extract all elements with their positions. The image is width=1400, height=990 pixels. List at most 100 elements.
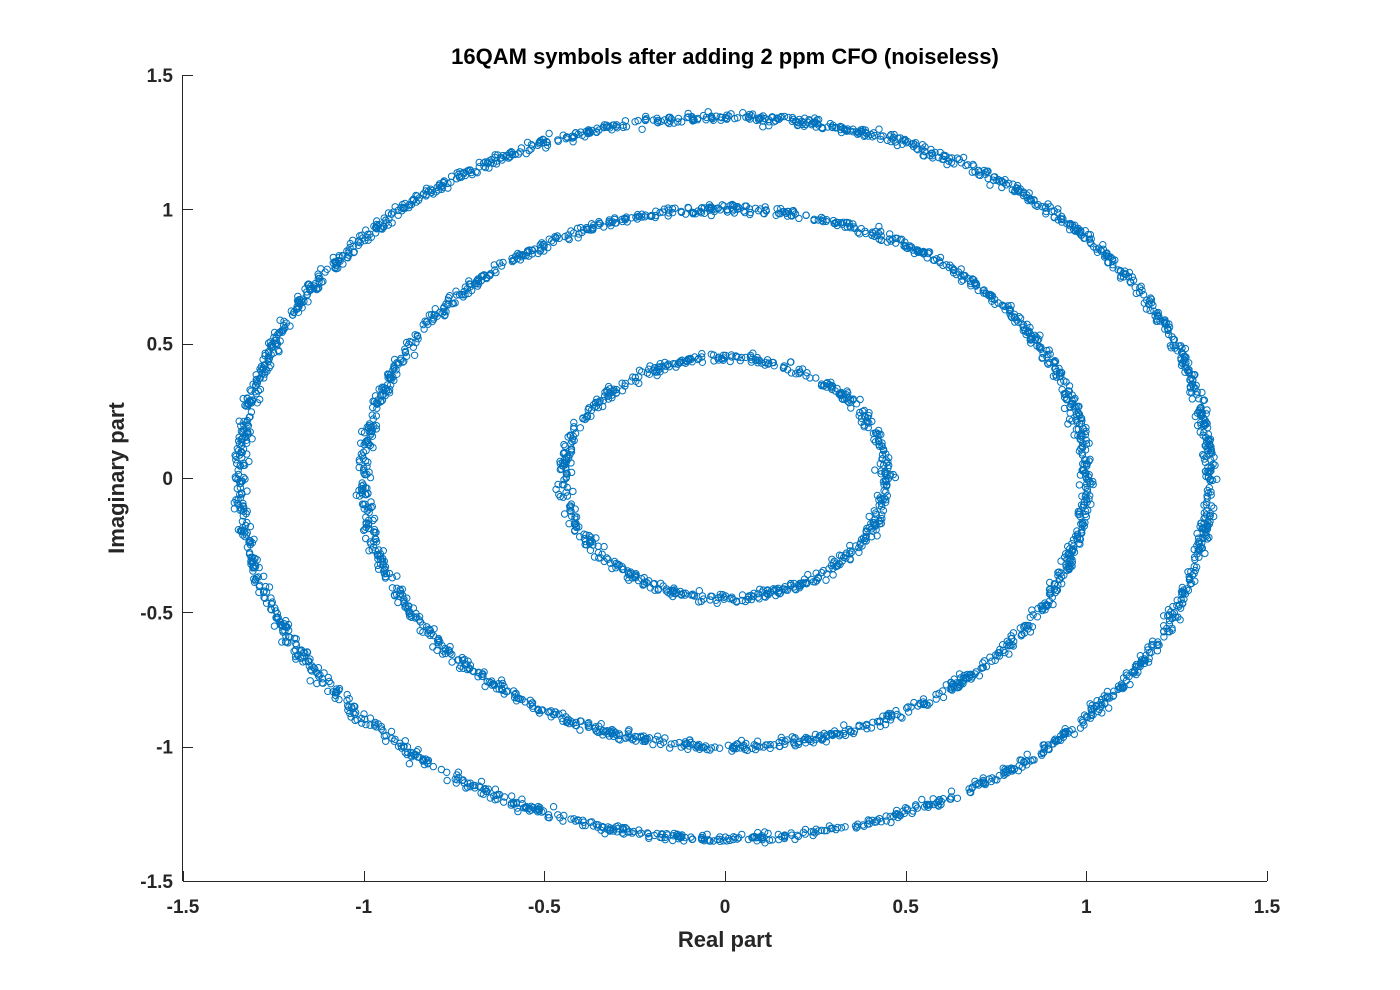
symbol-point bbox=[1162, 319, 1171, 327]
symbol-point bbox=[1206, 477, 1214, 485]
symbol-point bbox=[237, 422, 245, 430]
symbol-point bbox=[609, 388, 617, 396]
symbol-point bbox=[700, 209, 709, 218]
symbol-point bbox=[390, 591, 399, 599]
symbol-point bbox=[815, 732, 823, 740]
symbol-point bbox=[237, 489, 246, 497]
symbol-point bbox=[1163, 624, 1171, 633]
symbol-point bbox=[260, 593, 268, 602]
symbol-point bbox=[585, 719, 593, 727]
symbol-point bbox=[794, 581, 802, 589]
symbol-point bbox=[458, 776, 466, 785]
symbol-point bbox=[338, 251, 347, 260]
symbol-point bbox=[1057, 573, 1066, 581]
symbol-point bbox=[1075, 481, 1084, 489]
y-tick-label: -0.5 bbox=[140, 603, 173, 624]
symbol-point bbox=[444, 294, 453, 302]
symbol-point bbox=[1189, 376, 1197, 384]
symbol-point bbox=[576, 424, 584, 432]
symbol-point bbox=[1051, 588, 1060, 597]
symbol-point bbox=[266, 342, 275, 350]
symbol-point bbox=[788, 212, 796, 220]
symbol-point bbox=[440, 177, 448, 185]
symbol-point bbox=[471, 784, 479, 792]
symbol-point bbox=[887, 237, 895, 245]
symbol-point bbox=[511, 690, 519, 699]
symbol-point bbox=[546, 708, 554, 716]
symbol-point bbox=[364, 489, 372, 497]
symbol-point bbox=[661, 358, 669, 367]
symbol-point bbox=[776, 210, 784, 218]
symbol-point bbox=[381, 574, 390, 582]
symbol-point bbox=[666, 744, 674, 752]
symbol-point bbox=[401, 603, 409, 611]
symbol-point bbox=[440, 303, 448, 311]
symbol-point bbox=[1185, 366, 1193, 374]
symbol-point bbox=[764, 829, 772, 838]
symbol-point bbox=[664, 212, 672, 220]
symbol-point bbox=[645, 834, 653, 842]
symbol-point bbox=[932, 695, 940, 703]
symbol-point bbox=[1110, 687, 1118, 695]
symbol-point bbox=[1010, 187, 1019, 196]
symbol-point bbox=[372, 223, 380, 232]
symbol-point bbox=[254, 387, 262, 395]
symbol-point bbox=[265, 349, 273, 357]
symbol-point bbox=[572, 718, 580, 727]
symbol-point bbox=[281, 324, 289, 332]
symbol-point bbox=[358, 427, 366, 436]
symbol-point bbox=[380, 732, 388, 740]
symbol-point bbox=[889, 812, 898, 821]
symbol-point bbox=[369, 415, 377, 423]
symbol-point bbox=[1199, 396, 1207, 405]
symbol-point bbox=[875, 718, 884, 726]
symbol-point bbox=[678, 118, 686, 126]
symbol-point bbox=[959, 679, 967, 688]
symbol-point bbox=[876, 135, 885, 144]
symbol-point bbox=[261, 349, 269, 357]
symbol-point bbox=[267, 605, 275, 613]
symbol-point bbox=[276, 316, 284, 324]
symbol-point bbox=[412, 338, 420, 347]
symbol-point bbox=[363, 423, 371, 431]
symbol-point bbox=[1200, 501, 1208, 509]
symbol-point bbox=[267, 606, 276, 614]
symbol-point bbox=[761, 203, 769, 211]
symbol-point bbox=[841, 823, 849, 831]
symbol-point bbox=[243, 394, 251, 402]
symbol-point bbox=[306, 677, 314, 685]
symbol-point bbox=[882, 496, 890, 504]
symbol-point bbox=[1006, 305, 1014, 314]
symbol-point bbox=[861, 128, 869, 136]
symbol-point bbox=[878, 450, 887, 459]
symbol-point bbox=[745, 110, 754, 119]
symbol-point bbox=[276, 337, 284, 345]
symbol-point bbox=[576, 726, 584, 734]
symbol-point bbox=[905, 243, 914, 252]
symbol-point bbox=[1188, 388, 1196, 397]
symbol-point bbox=[894, 134, 902, 142]
symbol-point bbox=[301, 649, 309, 657]
symbol-point bbox=[585, 531, 593, 540]
symbol-point bbox=[877, 236, 885, 245]
symbol-point bbox=[366, 473, 375, 482]
symbol-point bbox=[619, 121, 627, 129]
symbol-point bbox=[967, 279, 975, 288]
symbol-point bbox=[653, 371, 661, 380]
symbol-point bbox=[614, 735, 623, 743]
symbol-point bbox=[574, 234, 582, 242]
symbol-point bbox=[481, 158, 490, 166]
symbol-point bbox=[862, 229, 870, 238]
symbol-point bbox=[1101, 252, 1110, 260]
symbol-point bbox=[885, 235, 894, 243]
symbol-point bbox=[979, 779, 987, 787]
symbol-point bbox=[916, 700, 925, 708]
symbol-point bbox=[840, 721, 848, 729]
symbol-point bbox=[1130, 667, 1139, 675]
symbol-point bbox=[734, 353, 742, 361]
symbol-point bbox=[332, 258, 341, 266]
symbol-point bbox=[932, 690, 940, 699]
symbol-point bbox=[1009, 642, 1017, 650]
symbol-point bbox=[305, 284, 314, 293]
symbol-point bbox=[1153, 641, 1161, 650]
